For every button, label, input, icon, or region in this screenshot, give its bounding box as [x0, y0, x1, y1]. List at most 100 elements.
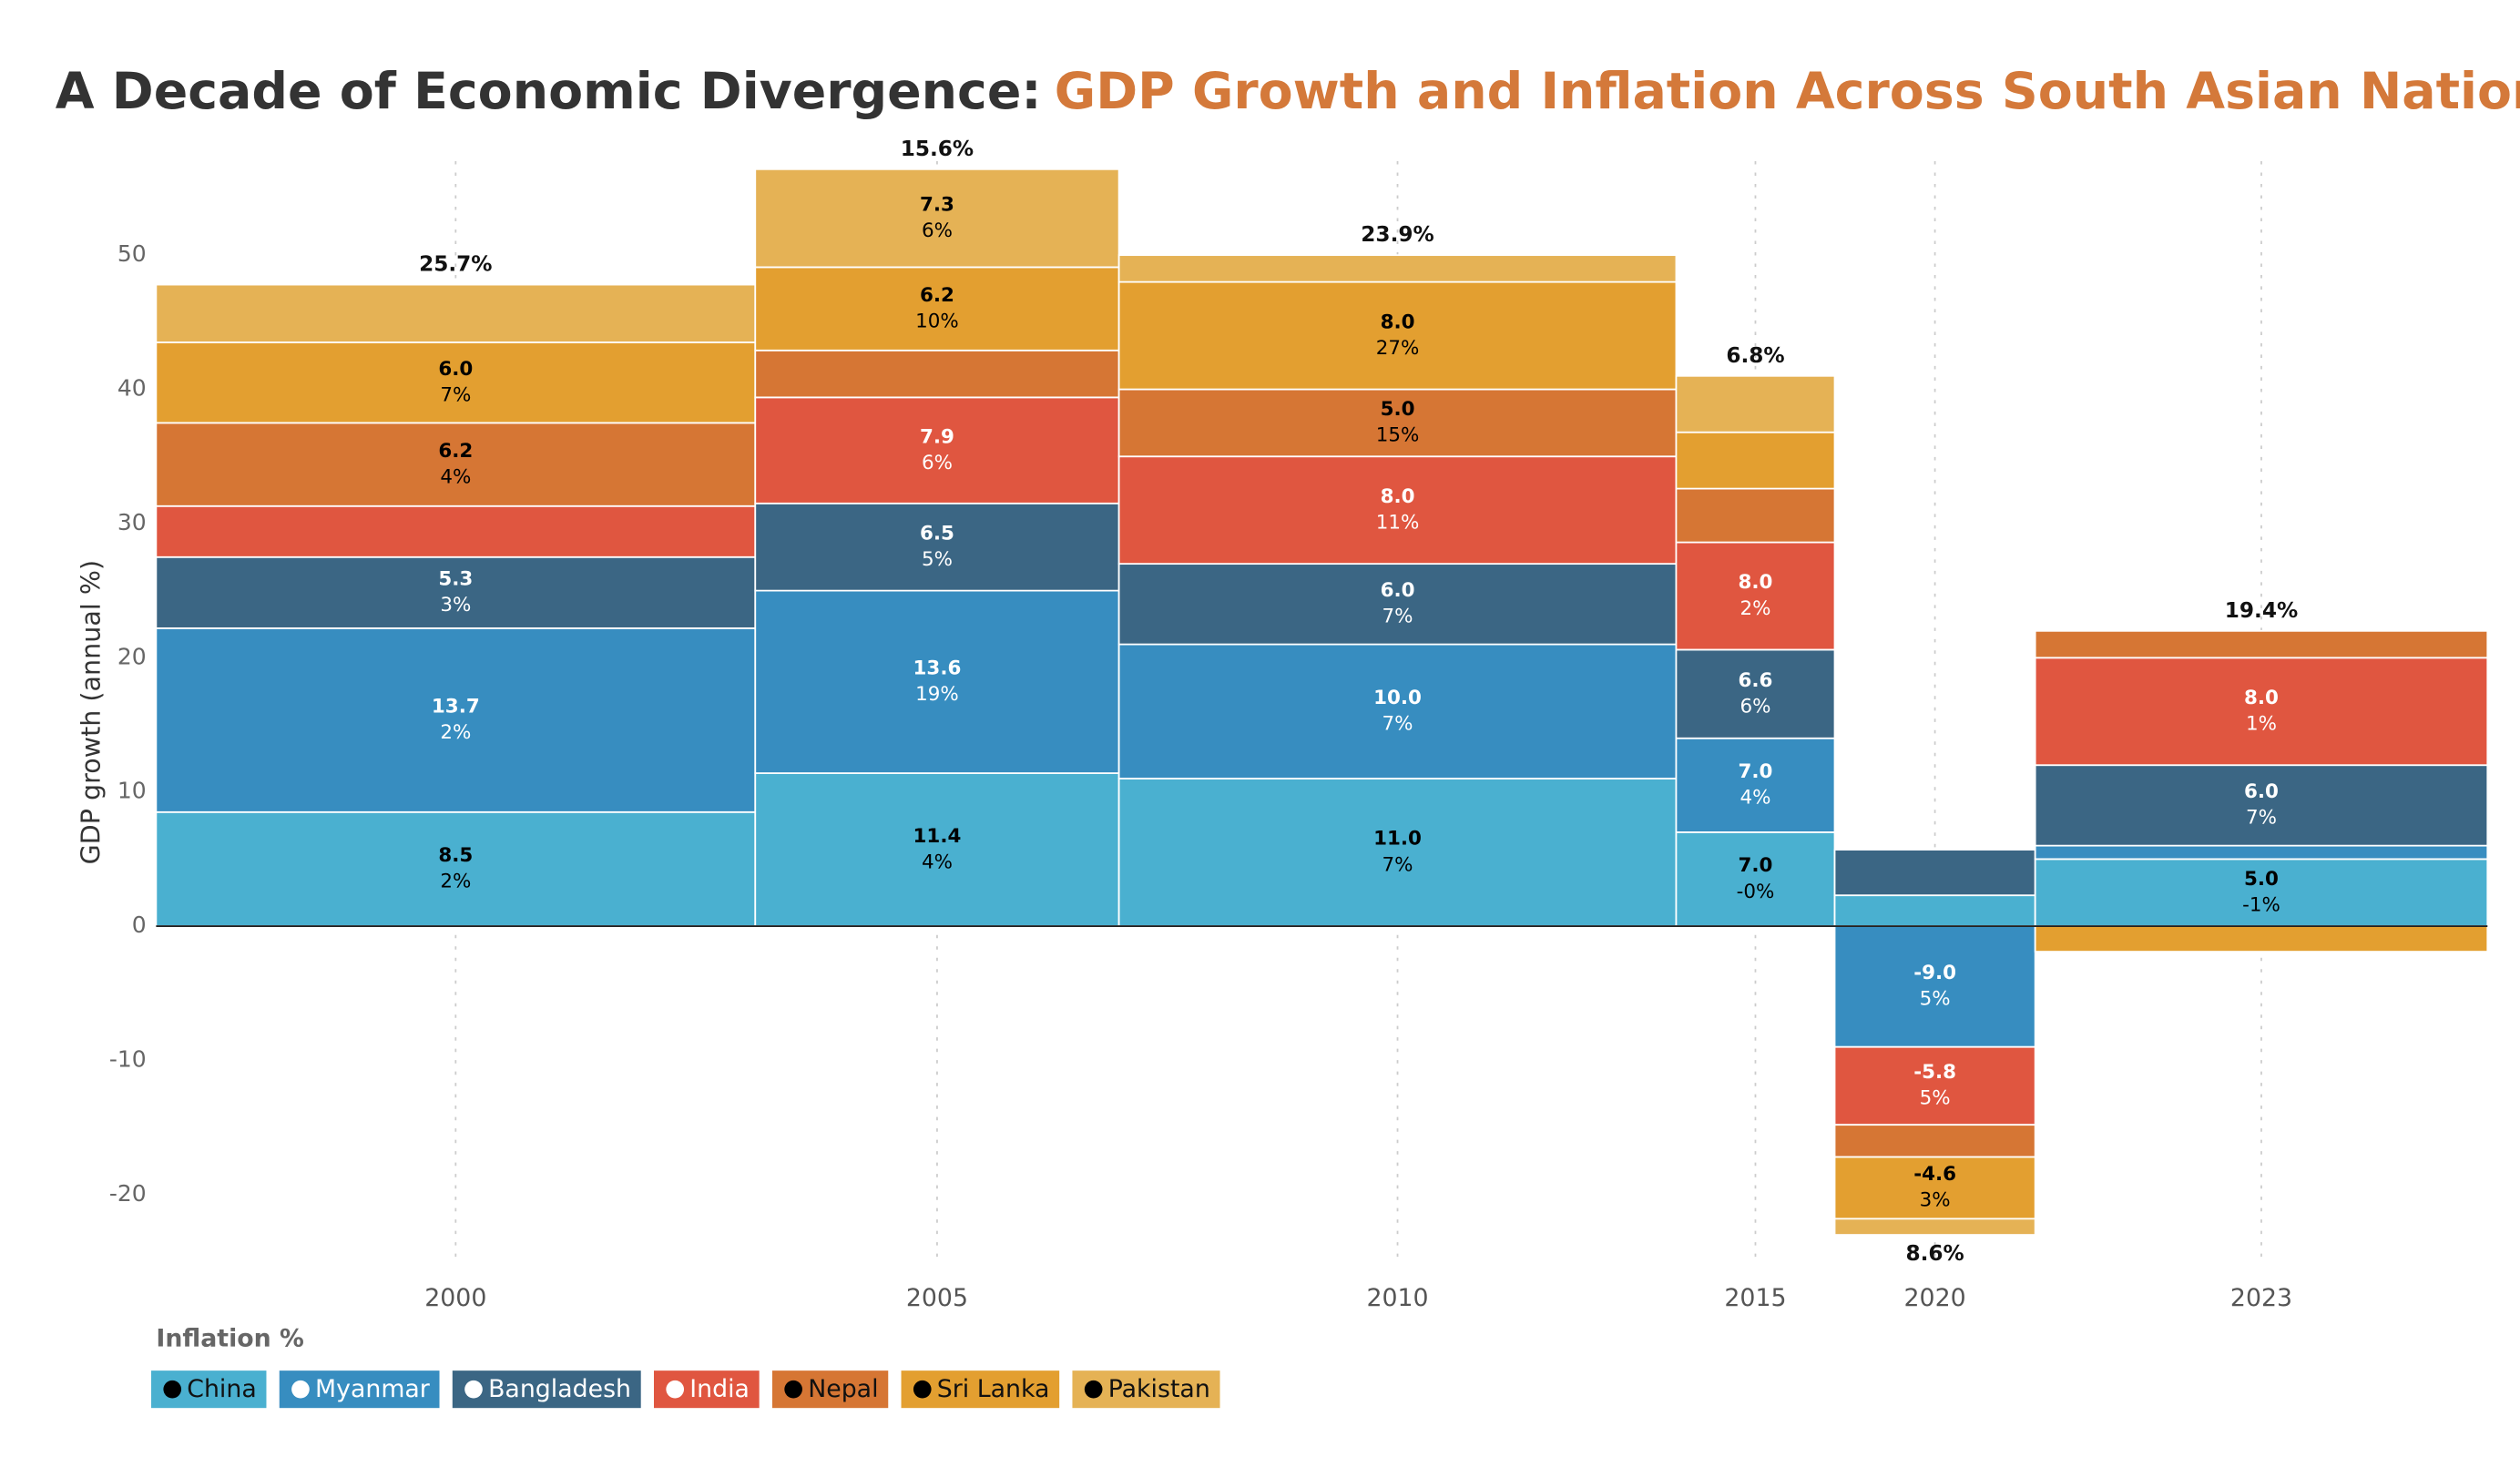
segment-value-label: -9.0 — [1913, 962, 1956, 984]
legend-title: Inflation % — [156, 1325, 303, 1353]
legend-label: Pakistan — [1108, 1375, 1210, 1403]
segment — [1117, 280, 1678, 391]
segment — [155, 341, 757, 424]
segment-value-label: 6.0 — [2244, 780, 2279, 803]
segment-value-label: 5.3 — [438, 568, 473, 591]
segment-inflation-label: 4% — [440, 465, 471, 488]
segment-inflation-label: 1% — [2246, 713, 2277, 736]
legend-item: Bangladesh — [452, 1370, 641, 1409]
segment — [1675, 487, 1836, 544]
column-total-label: 15.6% — [901, 137, 974, 161]
y-tick-label: 20 — [117, 643, 147, 669]
legend-label: India — [689, 1375, 750, 1403]
legend-dot — [666, 1380, 685, 1399]
segment-inflation-label: 2% — [440, 721, 471, 744]
y-tick-label: 0 — [132, 912, 147, 938]
segment — [754, 349, 1120, 399]
segment-value-label: 8.0 — [1739, 571, 1773, 594]
segment-value-label: 7.9 — [920, 425, 954, 448]
segment — [2034, 844, 2489, 861]
segment — [1675, 648, 1836, 739]
segment-inflation-label: -1% — [2242, 894, 2280, 917]
segment — [754, 589, 1120, 774]
y-tick-label: 10 — [117, 778, 147, 804]
legend-dot — [464, 1380, 483, 1399]
segment — [1675, 737, 1836, 833]
segment-inflation-label: 4% — [1740, 787, 1770, 810]
segment-value-label: 11.0 — [1373, 828, 1422, 851]
segment — [1833, 894, 2036, 927]
segment — [2034, 858, 2489, 927]
segment-value-label: 5.0 — [1381, 398, 1415, 421]
segment-value-label: 6.5 — [920, 522, 954, 545]
legend-item: India — [653, 1370, 760, 1409]
segment — [1833, 1045, 2036, 1126]
segment-inflation-label: 19% — [915, 683, 959, 706]
segment — [1675, 374, 1836, 433]
title-accent: GDP Growth and Inflation Across South As… — [1055, 63, 2520, 121]
legend-item: Nepal — [771, 1370, 889, 1409]
segment-value-label: 7.0 — [1739, 760, 1773, 783]
segment — [1675, 431, 1836, 490]
chart-title: A Decade of Economic Divergence: GDP Grow… — [56, 63, 2520, 121]
segment-value-label: 6.6 — [1739, 669, 1773, 692]
segment-inflation-label: 7% — [1382, 713, 1413, 736]
x-tick-label: 2023 — [2230, 1284, 2292, 1312]
legend-label: Myanmar — [315, 1375, 430, 1403]
segment — [2034, 629, 2489, 659]
segment — [2034, 764, 2489, 847]
segment — [754, 772, 1120, 927]
segment — [1117, 455, 1678, 565]
legend-item: China — [151, 1370, 267, 1409]
segment — [1117, 778, 1678, 927]
segment-inflation-label: 7% — [1382, 606, 1413, 628]
column-total-label: 25.7% — [419, 252, 492, 277]
y-axis-label: GDP growth (annual %) — [76, 560, 107, 864]
segment-value-label: 7.0 — [1739, 854, 1773, 877]
segment — [1117, 643, 1678, 779]
y-tick-label: 30 — [117, 509, 147, 535]
segment-value-label: 7.3 — [920, 193, 954, 216]
segment — [155, 504, 757, 558]
legend-item: Myanmar — [279, 1370, 440, 1409]
legend-label: Bangladesh — [488, 1375, 631, 1403]
segment-inflation-label: 2% — [440, 871, 471, 893]
y-tick-label: -10 — [109, 1045, 147, 1072]
legend-swatch — [452, 1370, 641, 1409]
y-tick-label: 50 — [117, 240, 147, 267]
x-tick-label: 2005 — [906, 1284, 968, 1312]
segment-value-label: -4.6 — [1913, 1163, 1956, 1186]
segment-inflation-label: 3% — [1920, 1189, 1951, 1212]
segment-inflation-label: 7% — [1382, 853, 1413, 876]
segment — [754, 266, 1120, 352]
legend-item: Pakistan — [1072, 1370, 1220, 1409]
y-tick-label: -20 — [109, 1180, 147, 1207]
x-tick-label: 2000 — [424, 1284, 486, 1312]
y-tick-label: 40 — [117, 375, 147, 402]
x-tick-label: 2015 — [1724, 1284, 1786, 1312]
segment — [1833, 925, 2036, 1048]
column-total-label: 23.9% — [1361, 222, 1433, 247]
segment — [155, 555, 757, 629]
segment-inflation-label: 7% — [440, 383, 471, 406]
segment — [754, 502, 1120, 592]
segment-inflation-label: 6% — [922, 219, 953, 242]
segment — [1675, 541, 1836, 651]
segment — [2034, 925, 2489, 953]
segment — [754, 396, 1120, 504]
segment-value-label: 8.0 — [1381, 485, 1415, 508]
legend-dot — [1084, 1380, 1103, 1399]
segment-inflation-label: 6% — [1740, 695, 1770, 718]
column-total-label: 6.8% — [1726, 343, 1784, 368]
title-main: A Decade of Economic Divergence: — [56, 63, 1042, 121]
legend-label: Nepal — [808, 1375, 878, 1403]
segment-inflation-label: 5% — [1920, 988, 1951, 1011]
segment-inflation-label: 3% — [440, 594, 471, 616]
legend-label: Sri Lanka — [937, 1375, 1050, 1403]
segment — [155, 627, 757, 813]
segment-value-label: 13.7 — [432, 696, 480, 718]
segment-value-label: 6.2 — [438, 440, 473, 463]
segment — [1833, 1124, 2036, 1158]
legend-dot — [291, 1380, 310, 1399]
